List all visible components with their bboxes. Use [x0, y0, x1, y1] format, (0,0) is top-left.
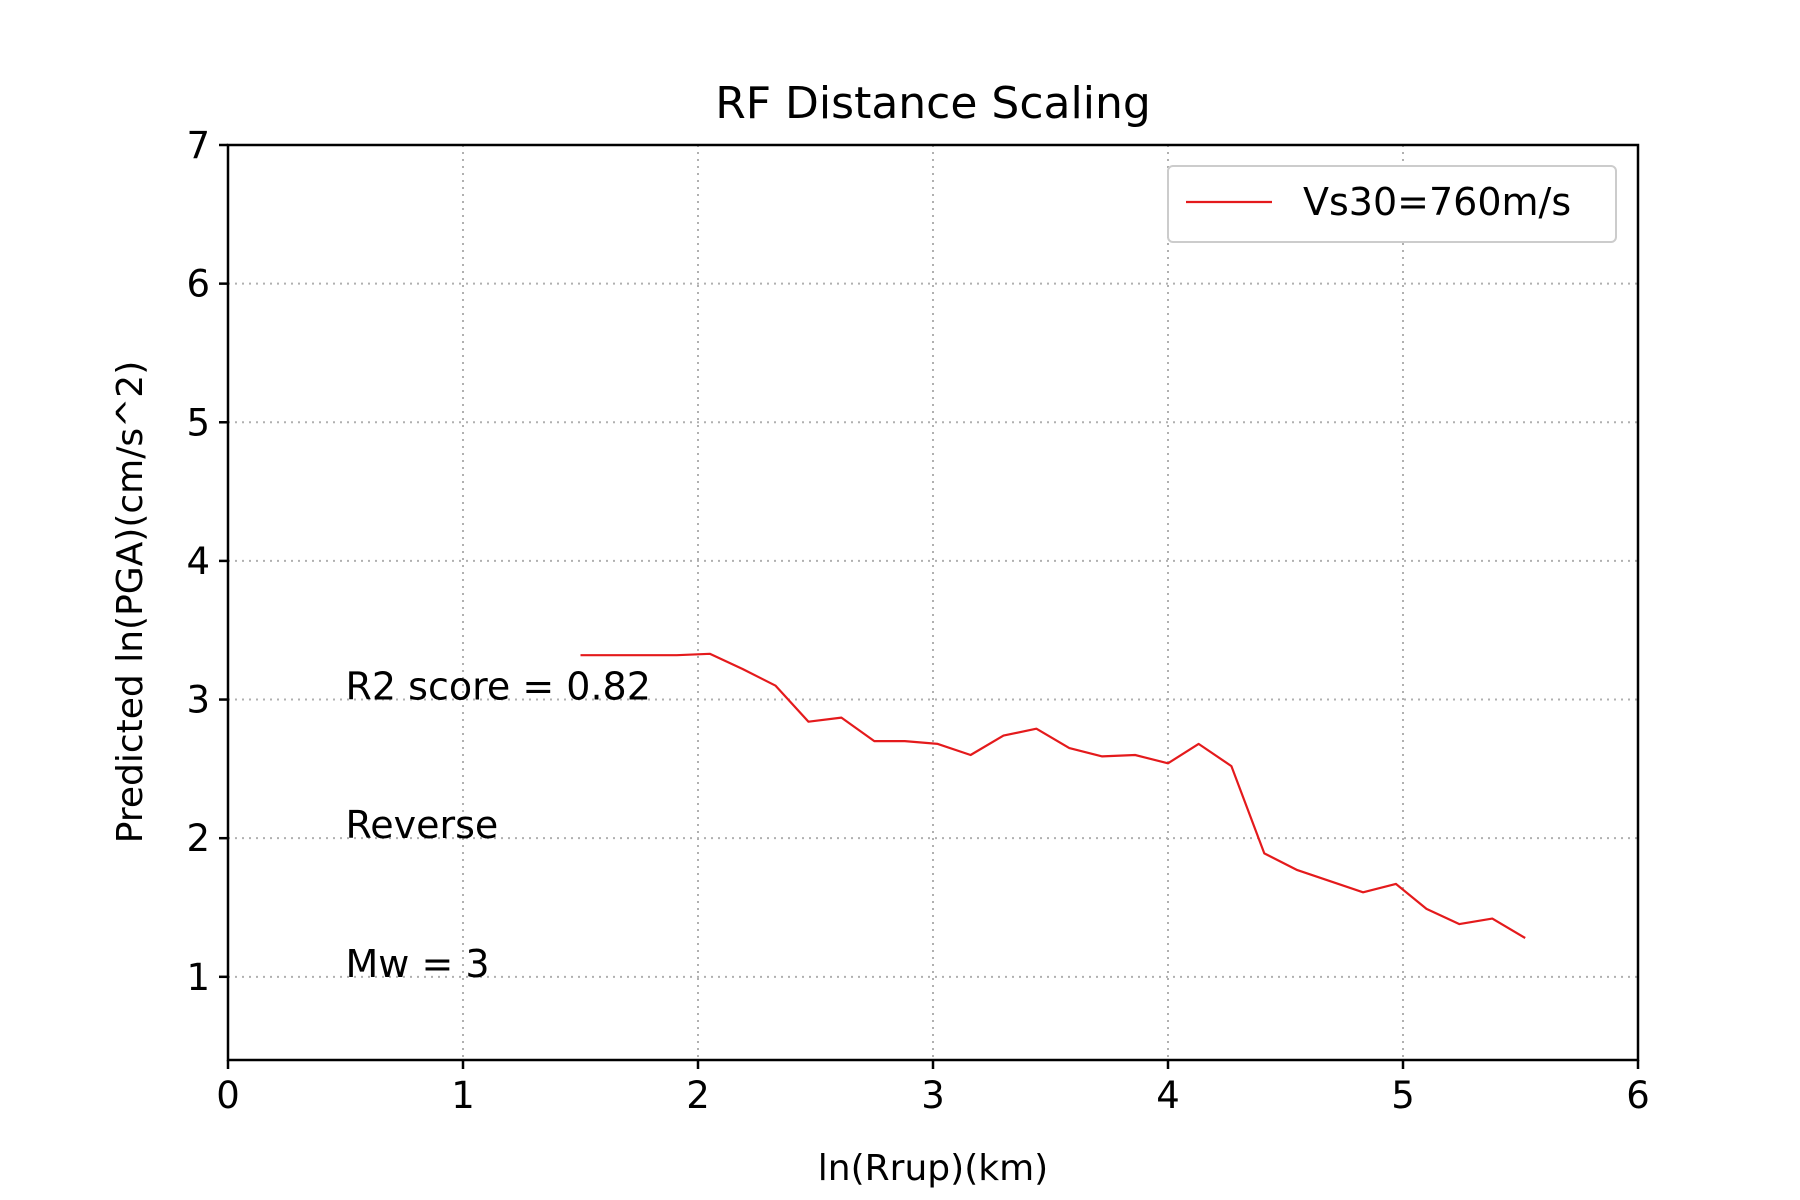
x-tick-label: 0 — [216, 1074, 240, 1117]
x-tick-label: 1 — [451, 1074, 475, 1117]
y-tick-label: 5 — [186, 401, 210, 444]
x-tick-label: 5 — [1391, 1074, 1415, 1117]
y-tick-label: 4 — [186, 540, 210, 583]
series-layer — [580, 652, 1526, 939]
x-tick-label: 6 — [1626, 1074, 1650, 1117]
y-tick-label: 2 — [186, 817, 210, 860]
x-tick-label: 3 — [921, 1074, 945, 1117]
chart-title: RF Distance Scaling — [715, 78, 1151, 129]
annotations: R2 score = 0.82 Reverse Mw = 3 — [346, 665, 651, 986]
y-tick-label: 3 — [186, 679, 210, 722]
y-axis-label: Predicted ln(PGA)(cm/s^2) — [110, 361, 151, 843]
x-tick-label: 4 — [1156, 1074, 1180, 1117]
x-axis-label: ln(Rrup)(km) — [818, 1148, 1048, 1189]
legend-label: Vs30=760m/s — [1303, 180, 1571, 224]
annotation-text: Reverse — [346, 803, 499, 847]
legend: Vs30=760m/s — [1167, 165, 1617, 243]
annotation-text: R2 score = 0.82 — [346, 665, 651, 709]
ticks: 0 1 2 3 4 5 6 1 2 3 4 5 6 7 — [186, 124, 1649, 1117]
y-tick-label: 6 — [186, 263, 210, 306]
annotation-text: Mw = 3 — [346, 942, 490, 986]
x-tick-label: 2 — [686, 1074, 710, 1117]
y-tick-label: 1 — [186, 956, 210, 999]
legend-box — [1167, 165, 1617, 243]
series-line — [580, 652, 1526, 939]
y-tick-label: 7 — [186, 124, 210, 167]
